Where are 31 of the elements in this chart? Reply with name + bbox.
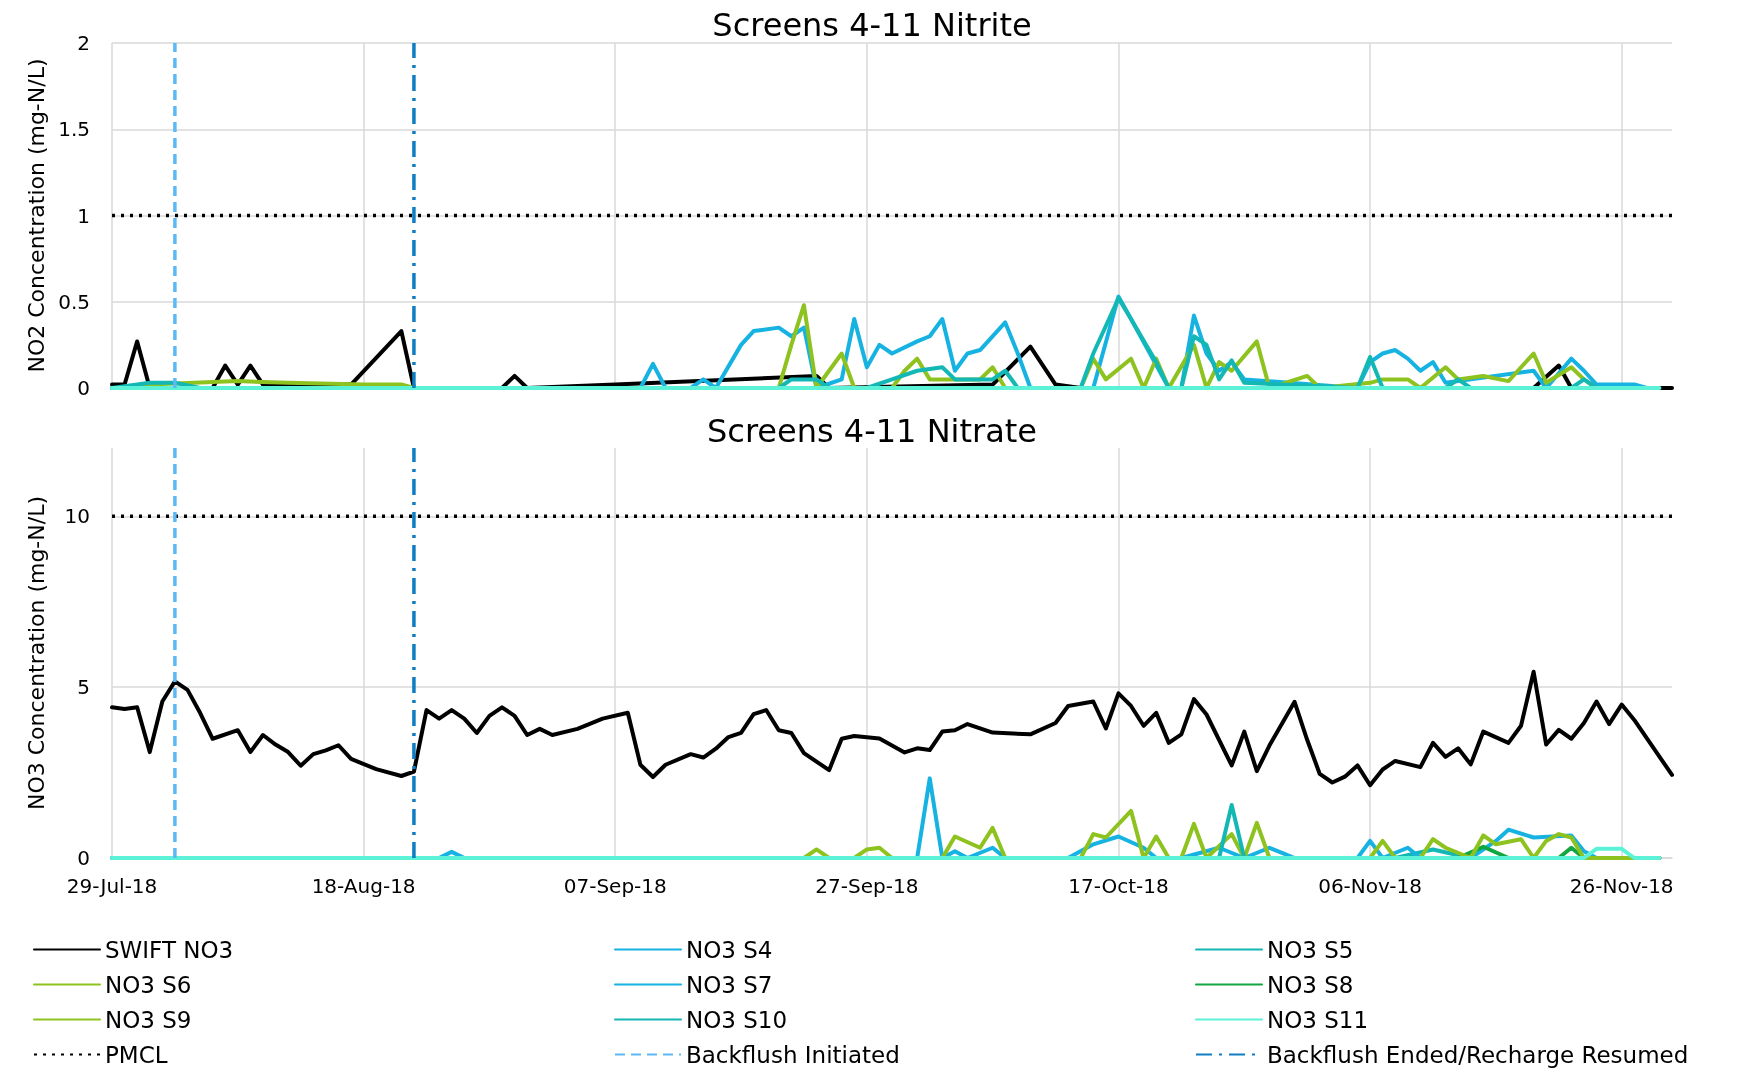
legend-label: NO3 S5: [1267, 936, 1354, 963]
legend-label: NO3 S11: [1267, 1006, 1369, 1033]
x-tick-label: 07-Sep-18: [563, 874, 667, 898]
y-axis-title: NO2 Concentration (mg-N/L): [23, 58, 49, 373]
y-tick-label: 2: [77, 31, 90, 55]
y-tick-label: 10: [64, 504, 90, 529]
chart-title: Screens 4-11 Nitrate: [706, 412, 1038, 450]
y-tick-label: 5: [77, 675, 90, 700]
y-tick-label: 0.5: [58, 289, 90, 314]
legend-label: Backflush Ended/Recharge Resumed: [1267, 1041, 1689, 1068]
legend-label: PMCL: [105, 1041, 168, 1068]
chart-title: Screens 4-11 Nitrite: [712, 6, 1032, 44]
x-tick-label: 26-Nov-18: [1569, 874, 1674, 898]
y-tick-label: 0: [77, 376, 90, 400]
legend-label: NO3 S8: [1267, 971, 1354, 998]
legend-label: NO3 S10: [686, 1006, 788, 1033]
legend-label: NO3 S4: [686, 936, 773, 963]
x-tick-label: 18-Aug-18: [311, 874, 416, 898]
legend-label: NO3 S9: [105, 1006, 192, 1033]
y-tick-label: 1.5: [58, 117, 90, 142]
x-tick-label: 17-Oct-18: [1068, 874, 1169, 898]
x-tick-label: 27-Sep-18: [815, 874, 919, 898]
x-tick-label: 29-Jul-18: [66, 874, 158, 898]
y-tick-label: 1: [77, 203, 90, 228]
y-tick-label: 0: [77, 846, 90, 870]
legend-label: SWIFT NO3: [105, 936, 234, 963]
legend-label: NO3 S7: [686, 971, 773, 998]
legend-label: NO3 S6: [105, 971, 192, 998]
legend-label: Backflush Initiated: [686, 1041, 900, 1068]
x-tick-label: 06-Nov-18: [1318, 874, 1422, 898]
y-axis-title: NO3 Concentration (mg-N/L): [23, 495, 49, 811]
